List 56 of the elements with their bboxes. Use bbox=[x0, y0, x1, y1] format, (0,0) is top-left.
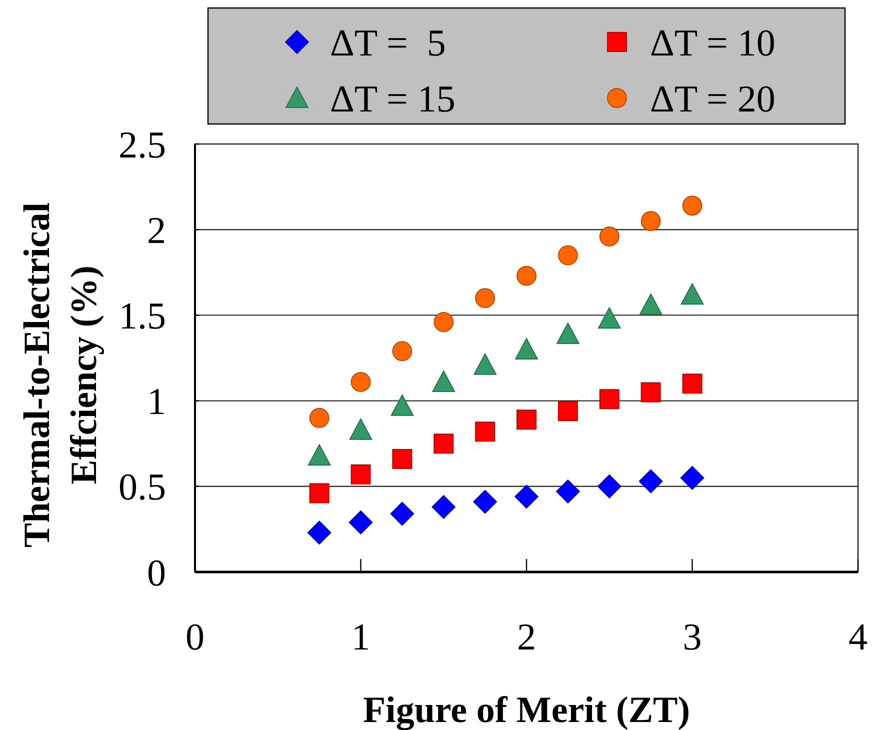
point bbox=[682, 196, 702, 216]
point bbox=[556, 480, 580, 504]
point bbox=[599, 226, 620, 246]
y-tick-label: 1 bbox=[147, 381, 166, 424]
point bbox=[349, 418, 372, 440]
point bbox=[474, 353, 496, 375]
y-tick-label: 0 bbox=[147, 552, 166, 594]
y-tick-label: 0.5 bbox=[118, 466, 166, 509]
point bbox=[598, 307, 621, 329]
point bbox=[638, 469, 663, 494]
legend-label: ΔT = 10 bbox=[650, 22, 776, 64]
point bbox=[473, 490, 497, 514]
y-tick-label: 2 bbox=[147, 210, 166, 252]
point bbox=[640, 211, 661, 232]
point bbox=[680, 283, 704, 305]
point bbox=[309, 408, 330, 428]
x-tick-label: 3 bbox=[682, 616, 702, 658]
x-tick-label: 0 bbox=[186, 616, 204, 658]
point bbox=[432, 370, 456, 392]
point bbox=[515, 338, 538, 360]
point bbox=[682, 374, 702, 394]
point bbox=[680, 466, 704, 490]
point bbox=[516, 410, 536, 430]
point bbox=[475, 288, 496, 308]
point bbox=[309, 483, 330, 504]
point bbox=[350, 372, 371, 392]
x-tick-label: 1 bbox=[351, 616, 370, 658]
point bbox=[390, 502, 414, 526]
point bbox=[556, 322, 580, 344]
y-tick-label: 1.5 bbox=[118, 296, 166, 338]
point bbox=[392, 341, 412, 362]
y-tick-label: 2.5 bbox=[118, 124, 166, 166]
point bbox=[392, 449, 412, 470]
point bbox=[390, 394, 414, 416]
point bbox=[640, 382, 661, 402]
point bbox=[350, 464, 371, 484]
point bbox=[348, 510, 373, 534]
point bbox=[599, 389, 620, 410]
point bbox=[639, 294, 662, 315]
point bbox=[475, 422, 496, 442]
legend-label: ΔT = 20 bbox=[650, 78, 776, 120]
point bbox=[514, 484, 538, 509]
x-tick-label: 2 bbox=[517, 616, 536, 658]
x-tick-label: 4 bbox=[848, 616, 868, 658]
point bbox=[558, 401, 578, 422]
legend-label: ΔT = 5 bbox=[330, 22, 446, 64]
y-axis-title: Thermal-to-Electrical Effciency (%) bbox=[16, 202, 105, 548]
legend-label: ΔT = 15 bbox=[330, 78, 456, 120]
point bbox=[516, 266, 536, 286]
point bbox=[597, 474, 622, 498]
point bbox=[434, 312, 454, 332]
point bbox=[432, 495, 456, 519]
point bbox=[558, 245, 578, 266]
point bbox=[308, 444, 331, 466]
point bbox=[434, 434, 454, 454]
point bbox=[307, 520, 332, 545]
